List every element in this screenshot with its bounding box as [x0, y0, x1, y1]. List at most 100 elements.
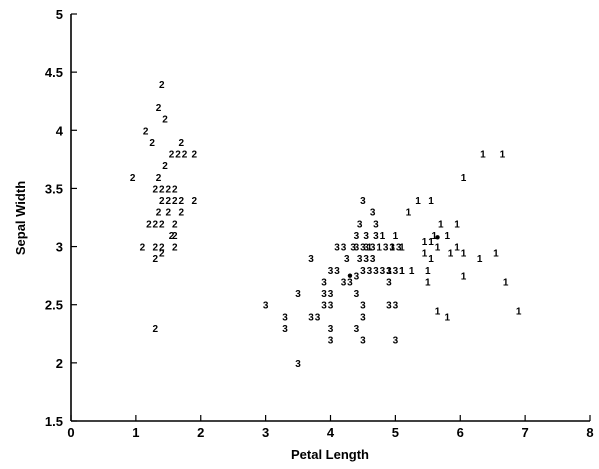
data-point-class-2: 2 [172, 184, 178, 195]
data-point-class-1: 1 [422, 248, 428, 259]
data-point-class-2: 2 [162, 161, 168, 172]
data-point-class-1: 1 [438, 219, 444, 230]
data-point-class-3: 3 [360, 266, 366, 277]
data-point-class-3: 3 [328, 289, 334, 300]
data-point-class-3: 3 [396, 243, 402, 254]
data-point-class-3: 3 [360, 196, 366, 207]
data-point-class-1: 1 [477, 254, 483, 265]
y-tick-label: 1.5 [45, 414, 63, 429]
data-point-class-2: 2 [169, 150, 175, 161]
data-point-class-3: 3 [328, 336, 334, 347]
data-point-class-2: 2 [159, 219, 165, 230]
y-tick-label: 5 [56, 7, 63, 22]
data-point-class-2: 2 [162, 115, 168, 126]
data-point-class-2: 2 [149, 138, 155, 149]
axes [70, 14, 590, 422]
data-point-class-2: 2 [159, 80, 165, 91]
data-point-class-3: 3 [263, 301, 269, 312]
data-point-class-3: 3 [308, 254, 314, 265]
x-tick-label: 4 [327, 425, 335, 440]
data-point-class-3: 3 [370, 254, 376, 265]
data-point-class-3: 3 [370, 243, 376, 254]
data-point-class-2: 2 [130, 173, 136, 184]
data-point-class-1: 1 [461, 173, 467, 184]
x-tick-label: 0 [67, 425, 74, 440]
data-point-class-2: 2 [179, 196, 185, 207]
data-point-class-1: 1 [444, 312, 450, 323]
data-point-class-3: 3 [282, 324, 288, 335]
data-point-class-1: 1 [367, 243, 373, 254]
data-point-class-3: 3 [321, 289, 327, 300]
centroid-dot [347, 273, 353, 278]
data-point-class-1: 1 [389, 243, 395, 254]
data-point-class-1: 1 [448, 248, 454, 259]
data-point-class-3: 3 [354, 324, 360, 335]
data-point-class-3: 3 [321, 277, 327, 288]
data-point-class-3: 3 [334, 266, 340, 277]
data-point-class-1: 1 [428, 237, 434, 248]
data-point-class-1: 1 [500, 150, 506, 161]
data-point-class-2: 2 [169, 231, 175, 242]
data-point-class-2: 2 [175, 150, 181, 161]
data-point-class-3: 3 [354, 272, 360, 283]
data-point-class-1: 1 [425, 277, 431, 288]
data-point-class-3: 3 [282, 312, 288, 323]
data-point-class-3: 3 [341, 243, 347, 254]
data-point-class-2: 2 [153, 184, 159, 195]
data-point-class-2: 2 [172, 219, 178, 230]
data-point-class-3: 3 [393, 336, 399, 347]
data-point-class-3: 3 [363, 243, 369, 254]
data-point-class-2: 2 [156, 173, 162, 184]
data-point-class-2: 2 [182, 150, 188, 161]
data-point-class-2: 2 [146, 219, 152, 230]
data-point-class-3: 3 [386, 301, 392, 312]
data-point-class-1: 1 [422, 237, 428, 248]
data-point-class-1: 1 [461, 248, 467, 259]
data-point-class-3: 3 [354, 231, 360, 242]
data-point-class-1: 1 [425, 266, 431, 277]
data-point-class-1: 1 [406, 208, 412, 219]
data-point-class-3: 3 [295, 289, 301, 300]
data-point-class-3: 3 [315, 312, 321, 323]
data-point-class-2: 2 [166, 184, 172, 195]
data-point-class-1: 1 [516, 307, 522, 318]
data-point-class-1: 1 [399, 243, 405, 254]
data-point-class-3: 3 [383, 243, 389, 254]
x-tick-label: 3 [262, 425, 269, 440]
y-axis-title: Sepal Width [13, 181, 28, 255]
data-point-class-2: 2 [166, 196, 172, 207]
data-point-class-3: 3 [380, 266, 386, 277]
data-point-class-3: 3 [393, 266, 399, 277]
data-point-class-1: 1 [399, 266, 405, 277]
data-point-class-2: 2 [153, 254, 159, 265]
y-tick-label: 2.5 [45, 298, 63, 313]
x-tick-label: 2 [197, 425, 204, 440]
data-point-class-3: 3 [363, 254, 369, 265]
data-point-class-3: 3 [295, 359, 301, 370]
data-point-class-1: 1 [380, 231, 386, 242]
data-point-class-2: 2 [156, 103, 162, 114]
data-point-class-2: 2 [153, 324, 159, 335]
data-point-class-3: 3 [357, 219, 363, 230]
data-point-class-1: 1 [454, 219, 460, 230]
data-point-class-3: 3 [367, 266, 373, 277]
data-point-class-3: 3 [373, 231, 379, 242]
data-point-class-1: 1 [435, 243, 441, 254]
data-point-class-2: 2 [172, 231, 178, 242]
data-point-class-1: 1 [393, 231, 399, 242]
x-axis-title: Petal Length [291, 447, 369, 462]
data-point-class-2: 2 [159, 184, 165, 195]
x-tick-label: 6 [457, 425, 464, 440]
data-point-class-1: 1 [428, 254, 434, 265]
data-point-class-3: 3 [389, 243, 395, 254]
data-point-class-3: 3 [363, 231, 369, 242]
data-point-class-3: 3 [347, 277, 353, 288]
data-point-class-1: 1 [399, 266, 405, 277]
data-point-class-3: 3 [341, 277, 347, 288]
data-point-class-3: 3 [308, 312, 314, 323]
data-point-class-2: 2 [140, 243, 146, 254]
data-point-class-3: 3 [321, 301, 327, 312]
data-point-class-1: 1 [432, 231, 438, 242]
data-point-class-1: 1 [415, 196, 421, 207]
